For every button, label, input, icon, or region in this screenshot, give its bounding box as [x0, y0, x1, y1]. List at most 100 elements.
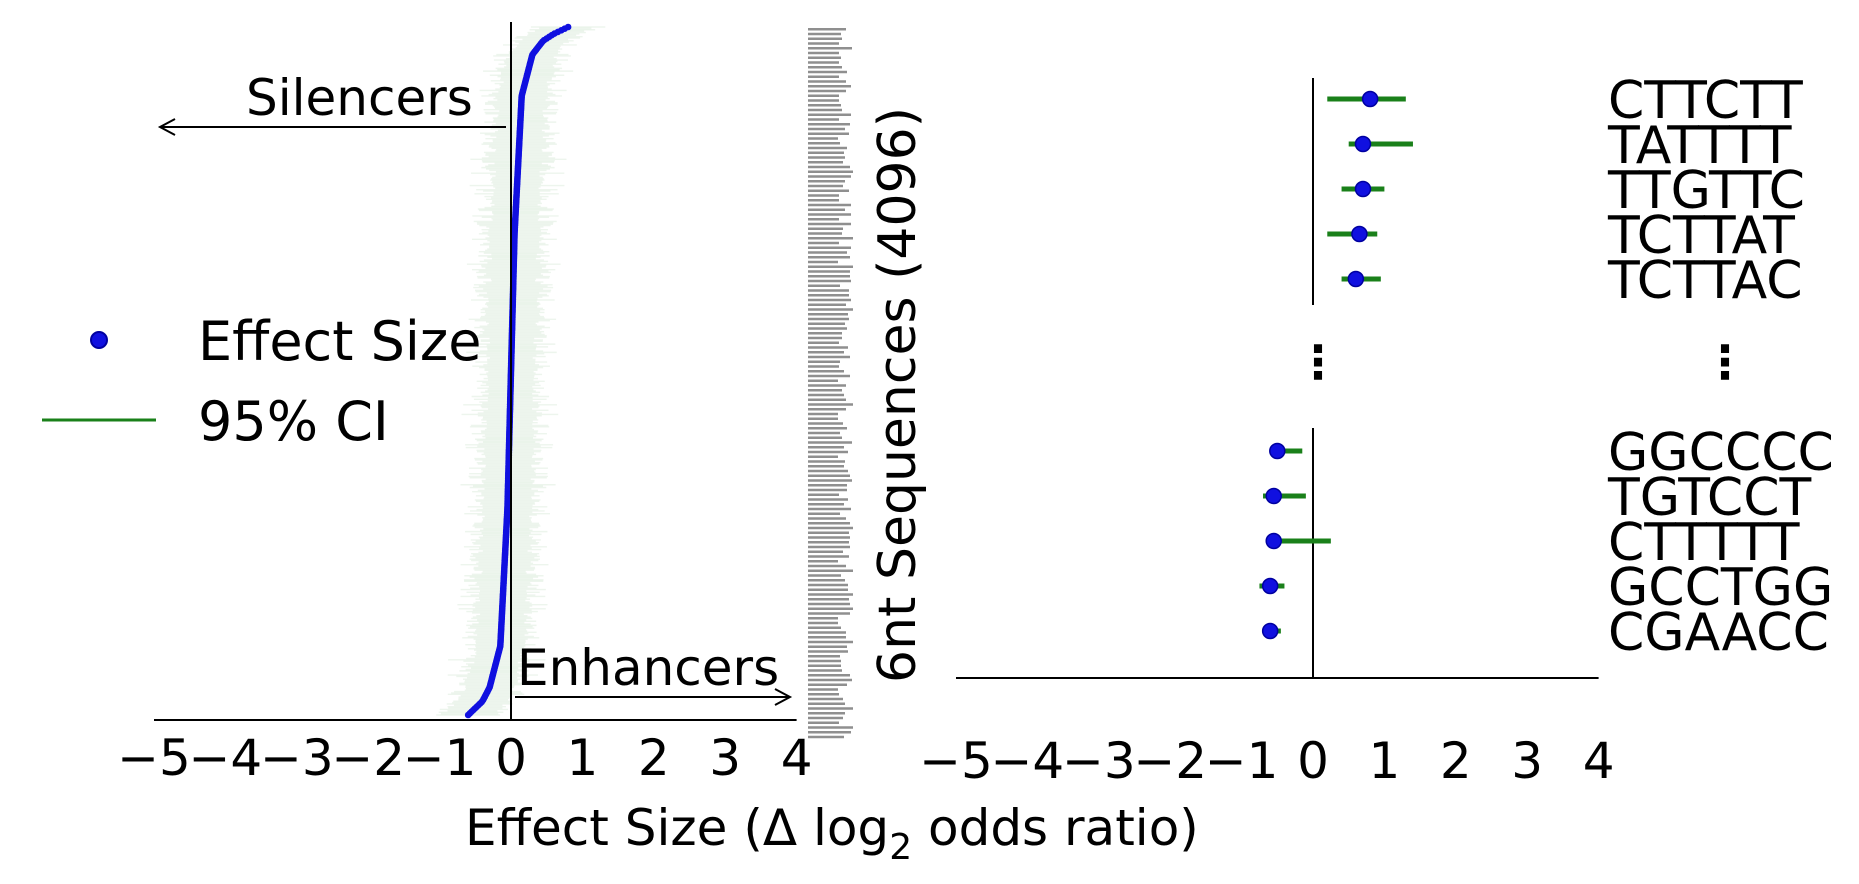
dense-sequence-label: [808, 294, 849, 297]
dense-sequence-label: [808, 564, 846, 568]
dense-sequence-label: [808, 94, 839, 97]
dense-sequence-label: [808, 265, 853, 268]
dense-sequence-label: [808, 669, 842, 672]
legend-effect-label: Effect Size: [198, 310, 481, 373]
dense-sequence-label: [808, 626, 841, 629]
dense-sequence-label: [808, 203, 851, 207]
dense-sequence-label: [808, 498, 848, 501]
x-tick-label: 2: [638, 729, 670, 787]
dense-sequence-label: [808, 56, 841, 59]
dense-sequence-label: [808, 417, 838, 420]
dense-sequence-label: [808, 555, 849, 558]
dense-sequence-label: [808, 398, 846, 401]
dense-sequence-label: [808, 184, 843, 188]
dense-sequence-label: [808, 351, 844, 354]
dense-sequence-label: [808, 735, 844, 739]
dense-sequence-label: [808, 336, 842, 340]
silencers-arrow-head: [157, 118, 176, 136]
dense-sequence-label: [808, 688, 838, 691]
dense-sequence-label: [808, 308, 853, 311]
dense-sequence-label: [808, 218, 839, 221]
x-axis-label-delta: Δ: [763, 799, 797, 857]
dense-sequence-label: [808, 697, 843, 701]
dense-sequence-label: [808, 427, 847, 430]
dense-sequence-label: [808, 180, 845, 183]
dense-sequence-label: [808, 199, 839, 202]
dense-sequence-labels: [808, 28, 853, 739]
dense-sequence-label: [808, 151, 844, 154]
x-tick-label: 4: [781, 729, 813, 787]
ellipsis-right: ⋮: [1702, 335, 1748, 389]
dense-sequence-label: [808, 507, 851, 511]
dense-sequence-label: [808, 721, 839, 724]
bottom-row-effect-point: [1269, 442, 1286, 460]
dense-sequence-label: [808, 194, 839, 197]
dense-sequence-label: [808, 118, 839, 121]
dense-sequence-label: [808, 175, 851, 178]
top-row-sequence-label: TCTTAC: [1607, 251, 1803, 311]
dense-sequence-label: [808, 655, 840, 658]
dense-sequence-label: [808, 227, 843, 230]
bottom-row-effect-point: [1261, 577, 1279, 595]
dense-sequence-label: [808, 441, 852, 444]
dense-sequence-label: [808, 313, 848, 316]
dense-sequence-label: [808, 484, 847, 487]
dense-sequence-label: [808, 355, 850, 359]
dense-sequence-label: [808, 712, 845, 715]
dense-sequence-label: [808, 536, 850, 539]
dense-sequence-label: [808, 332, 842, 335]
dense-sequence-label: [808, 260, 838, 264]
x-axis-label-log: log: [813, 799, 889, 857]
legend-ci-label: 95% CI: [198, 390, 389, 453]
dense-sequence-label: [808, 146, 847, 150]
enhancers-arrow-head: [774, 688, 793, 706]
x-tick-label: −1: [403, 729, 477, 787]
x-tick-label: 1: [1368, 732, 1400, 790]
dense-sequence-label: [808, 85, 851, 88]
dense-sequence-label: [808, 683, 847, 686]
effect-point: [564, 23, 572, 31]
dense-sequence-label: [808, 393, 844, 397]
dense-sequence-label: [808, 621, 838, 625]
bottom-row-effect-point: [1265, 532, 1282, 550]
x-axis-label: Effect Size (Δ log2 odds ratio): [465, 799, 1199, 868]
dense-sequence-label: [808, 693, 839, 696]
dense-sequence-label: [808, 127, 845, 131]
x-tick-label: −3: [1062, 732, 1136, 790]
dense-sequence-label: [808, 636, 846, 639]
top-row-effect-point: [1361, 90, 1379, 108]
dense-sequence-label: [808, 256, 850, 259]
x-axis-label-prefix: Effect Size (: [465, 799, 763, 857]
x-tick-label: −5: [117, 729, 191, 787]
dense-sequence-label: [808, 545, 850, 549]
bottom-row-sequence-label: GCCTGG: [1608, 558, 1833, 618]
bottom-row-effect-point: [1261, 622, 1279, 640]
dense-sequence-label: [808, 517, 846, 520]
dense-sequence-label: [808, 42, 839, 45]
dense-sequence-label: [808, 541, 849, 544]
dense-sequence-label: [808, 389, 842, 392]
dense-sequence-label: [808, 583, 848, 587]
dense-sequence-label: [808, 346, 848, 349]
dense-sequence-label: [808, 650, 848, 653]
dense-sequence-label: [808, 47, 852, 50]
dense-sequence-label: [808, 28, 846, 31]
dense-sequence-label: [808, 189, 849, 192]
silencers-label: Silencers: [246, 69, 473, 127]
dense-sequence-label: [808, 322, 845, 325]
x-tick-label: −5: [919, 732, 993, 790]
effect-points: [464, 23, 572, 719]
dense-sequence-label: [808, 465, 844, 468]
dense-sequence-label: [808, 702, 845, 705]
dense-sequence-label: [808, 360, 840, 363]
dense-sequence-label: [808, 455, 838, 458]
dense-sequence-label: [808, 602, 850, 606]
dense-sequence-label: [808, 574, 841, 577]
dense-sequence-label: [808, 104, 841, 107]
dense-sequence-label: [808, 99, 839, 102]
dense-sequence-label: [808, 569, 853, 572]
dense-sequence-label: [808, 156, 845, 159]
dense-sequence-label: [808, 450, 848, 454]
top-row-sequence-label: CTTCTT: [1608, 71, 1803, 131]
dense-sequence-label: [808, 460, 845, 463]
